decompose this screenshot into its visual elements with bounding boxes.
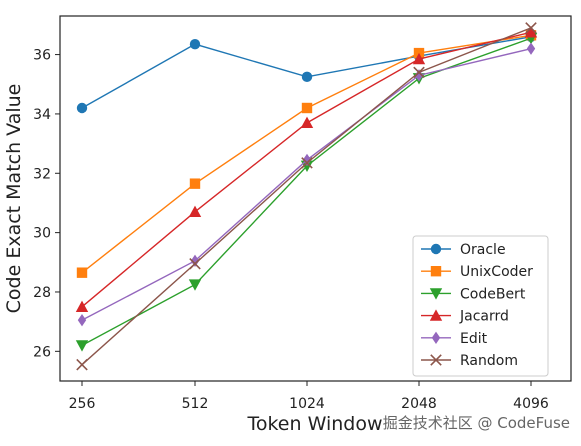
data-point xyxy=(525,22,537,34)
data-point xyxy=(75,300,89,313)
legend-label: Jacarrd xyxy=(459,309,509,325)
series-group xyxy=(75,22,538,371)
y-tick-label: 32 xyxy=(33,166,51,182)
legend-item: UnixCoder xyxy=(421,264,533,280)
legend-item: Edit xyxy=(421,331,488,347)
y-axis: 26 28 30 32 34 36 xyxy=(33,48,60,360)
data-point xyxy=(300,116,314,129)
legend-item: Random xyxy=(421,353,518,369)
y-tick-label: 26 xyxy=(33,344,51,360)
y-tick-label: 30 xyxy=(33,226,51,242)
x-tick-label: 256 xyxy=(69,396,96,412)
x-tick-label: 4096 xyxy=(513,396,549,412)
y-tick-label: 34 xyxy=(33,107,51,123)
data-point xyxy=(413,66,425,79)
legend-label: Oracle xyxy=(460,242,506,258)
legend-item: CodeBert xyxy=(421,286,526,302)
y-tick-label: 28 xyxy=(33,285,51,301)
legend-marker xyxy=(430,243,442,255)
data-point xyxy=(189,38,201,50)
legend-marker xyxy=(431,331,441,344)
legend-marker xyxy=(429,288,443,300)
data-point xyxy=(189,258,201,270)
legend-label: UnixCoder xyxy=(460,264,533,280)
legend-item: Jacarrd xyxy=(421,309,509,325)
data-point xyxy=(76,358,88,371)
legend-marker xyxy=(429,309,443,321)
legend-marker xyxy=(430,354,442,366)
data-point xyxy=(524,26,538,38)
x-tick-label: 2048 xyxy=(401,396,437,412)
x-tick-label: 512 xyxy=(182,396,209,412)
data-point xyxy=(75,340,89,352)
data-point xyxy=(412,52,426,65)
watermark: 掘金技术社区 @ CodeFuse xyxy=(383,414,570,432)
legend-label: Random xyxy=(460,353,518,369)
data-point xyxy=(190,254,200,268)
data-point xyxy=(77,313,87,327)
data-point xyxy=(301,157,313,169)
x-axis: 256 512 1024 2048 4096 xyxy=(69,381,549,412)
legend-item: Oracle xyxy=(421,242,506,258)
data-point xyxy=(301,71,313,83)
y-tick-label: 36 xyxy=(33,48,51,64)
data-point xyxy=(188,279,202,291)
legend-label: CodeBert xyxy=(460,286,526,302)
y-axis-label: Code Exact Match Value xyxy=(3,84,25,314)
legend: Oracle UnixCoder CodeBert Jacarrd Edit Random xyxy=(412,235,549,377)
series-oracle xyxy=(76,31,537,114)
data-point xyxy=(526,42,536,55)
data-point xyxy=(301,102,313,114)
data-point xyxy=(76,102,88,114)
legend-marker xyxy=(430,266,442,277)
series-jacarrd xyxy=(75,26,538,313)
x-axis-label: Token Window xyxy=(246,413,382,435)
legend-label: Edit xyxy=(460,331,488,347)
data-point xyxy=(76,267,88,278)
data-point xyxy=(302,153,312,167)
data-point xyxy=(188,205,202,218)
series-random xyxy=(76,22,537,371)
data-point xyxy=(189,178,201,189)
plot-frame xyxy=(59,15,572,382)
x-tick-label: 1024 xyxy=(289,396,325,412)
